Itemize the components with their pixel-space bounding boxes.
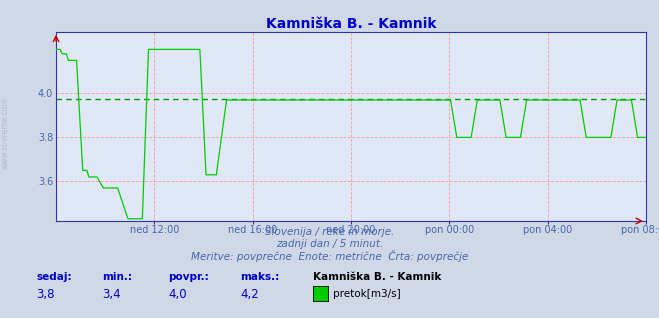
Title: Kamniška B. - Kamnik: Kamniška B. - Kamnik [266, 17, 436, 31]
Text: Slovenija / reke in morje.: Slovenija / reke in morje. [265, 227, 394, 237]
Text: min.:: min.: [102, 273, 132, 282]
Text: povpr.:: povpr.: [168, 273, 209, 282]
Text: pretok[m3/s]: pretok[m3/s] [333, 288, 401, 299]
Text: Meritve: povprečne  Enote: metrične  Črta: povprečje: Meritve: povprečne Enote: metrične Črta:… [191, 250, 468, 262]
Text: 3,4: 3,4 [102, 288, 121, 301]
Text: sedaj:: sedaj: [36, 273, 72, 282]
Text: 4,2: 4,2 [241, 288, 259, 301]
Text: 3,8: 3,8 [36, 288, 55, 301]
Text: maks.:: maks.: [241, 273, 280, 282]
Text: 4,0: 4,0 [168, 288, 186, 301]
Text: Kamniška B. - Kamnik: Kamniška B. - Kamnik [313, 273, 442, 282]
Text: www.si-vreme.com: www.si-vreme.com [1, 98, 10, 169]
Text: zadnji dan / 5 minut.: zadnji dan / 5 minut. [276, 239, 383, 249]
